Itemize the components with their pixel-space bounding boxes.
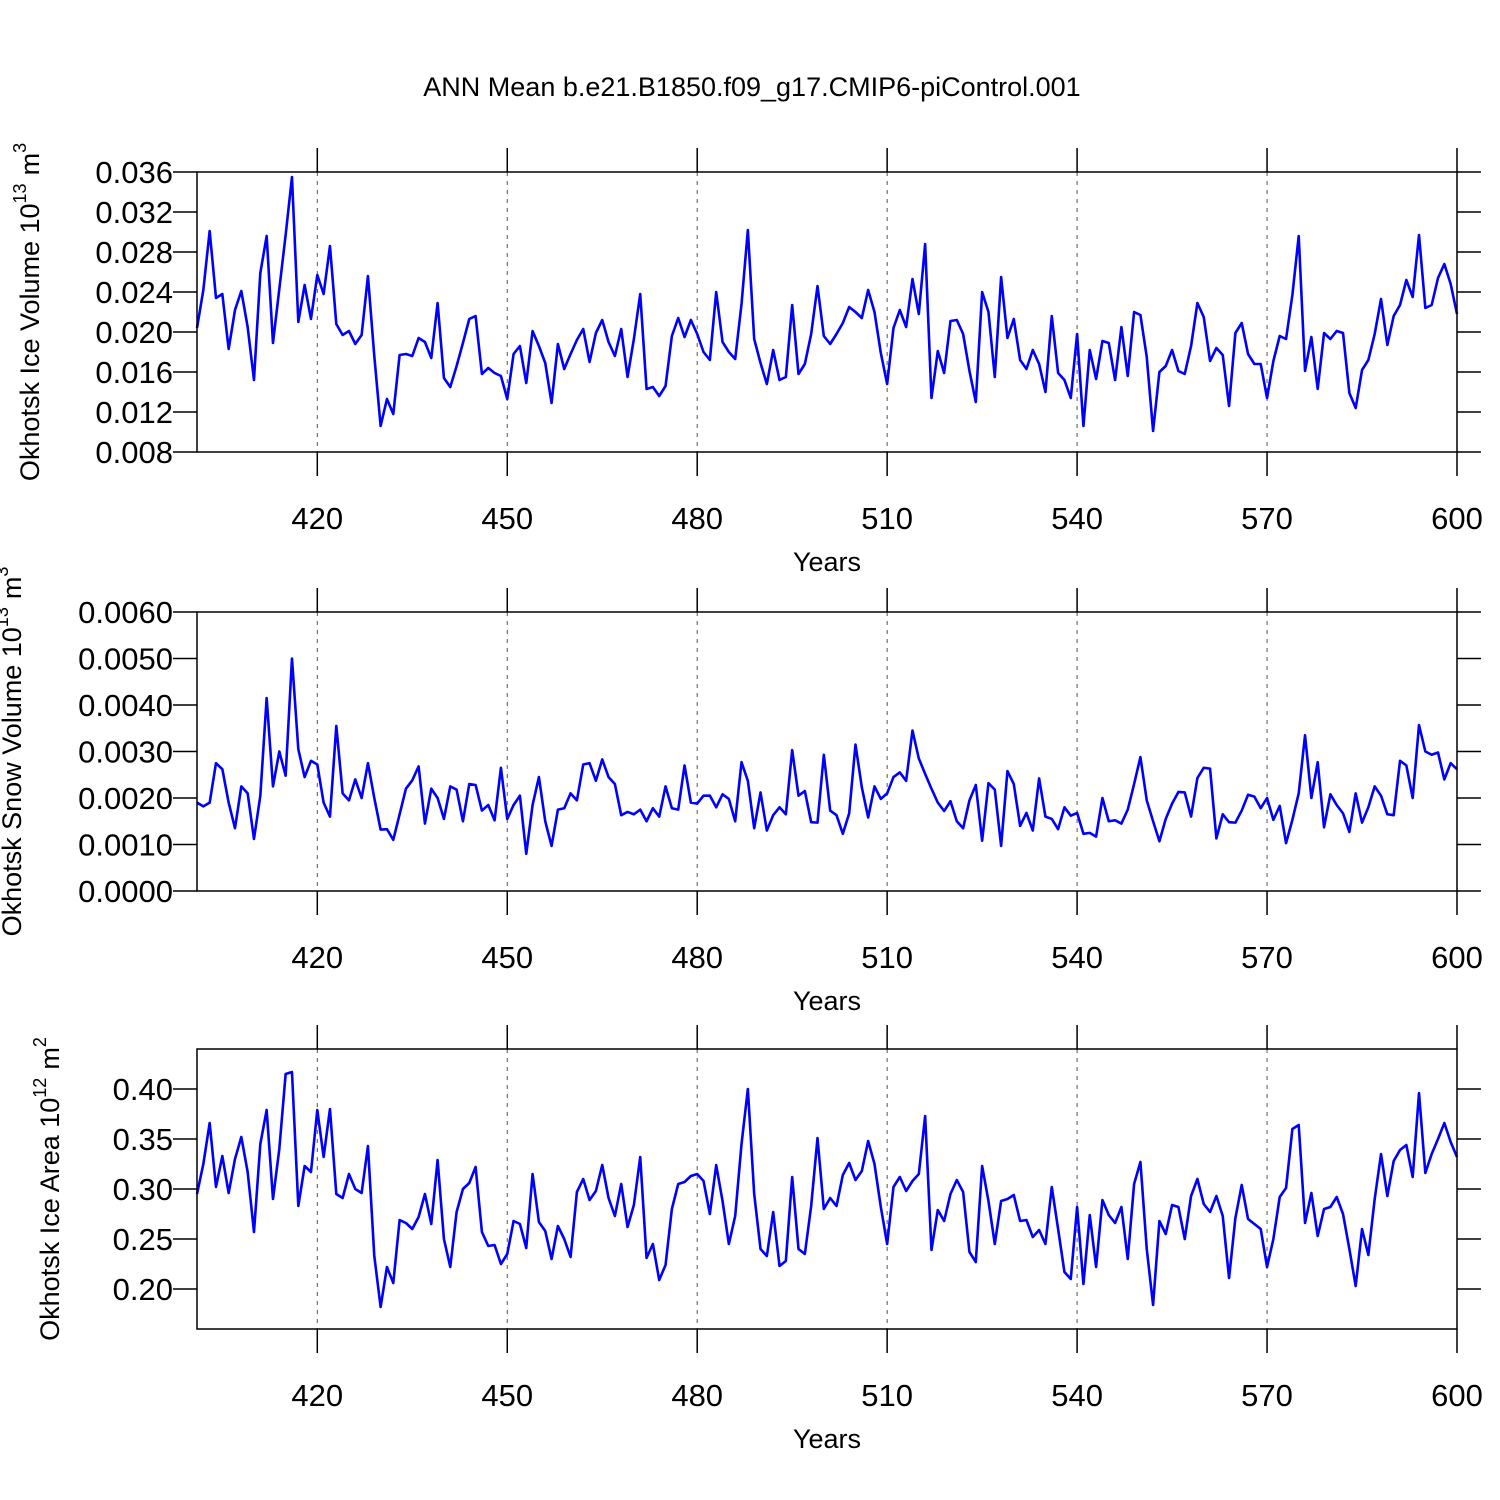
plot-frame	[196, 1048, 1458, 1330]
x-tick-label: 600	[1431, 501, 1483, 536]
y-tick-label: 0.032	[95, 195, 173, 230]
x-tick-label: 510	[861, 1378, 913, 1413]
y-axis-label-unit-exponent: 3	[10, 143, 30, 153]
y-axis-label-text: Okhotsk Snow Volume 10	[0, 627, 27, 936]
y-axis-label-unit: m	[15, 153, 45, 176]
plot-frame	[196, 171, 1458, 453]
x-tick-label: 480	[671, 501, 723, 536]
x-tick-label: 420	[291, 940, 343, 975]
y-axis-label: Okhotsk Ice Volume 1013 m3	[10, 143, 45, 481]
x-axis-label: Years	[793, 986, 861, 1016]
plot-frame	[196, 611, 1458, 892]
y-tick-label: 0.0010	[78, 828, 173, 863]
data-line	[195, 1070, 1459, 1309]
y-axis-label-exponent: 12	[30, 1078, 50, 1098]
y-tick-label: 0.036	[95, 155, 173, 190]
y-tick-label: 0.0050	[78, 642, 173, 677]
y-tick-label: 0.0020	[78, 781, 173, 816]
y-tick-label: 0.25	[113, 1222, 173, 1257]
x-tick-label: 480	[671, 940, 723, 975]
y-tick-label: 0.20	[113, 1272, 173, 1307]
y-tick-label: 0.0000	[78, 874, 173, 909]
y-axis-label: Okhotsk Ice Area 1012 m2	[30, 1037, 65, 1341]
y-tick-label: 0.30	[113, 1172, 173, 1207]
x-tick-label: 510	[861, 501, 913, 536]
y-axis-label-unit: m	[35, 1047, 65, 1070]
y-tick-label: 0.020	[95, 315, 173, 350]
figure-title: ANN Mean b.e21.B1850.f09_g17.CMIP6-piCon…	[423, 72, 1080, 102]
x-axis-label: Years	[793, 1424, 861, 1454]
x-tick-label: 450	[481, 501, 533, 536]
y-axis-label-unit-exponent: 2	[30, 1037, 50, 1047]
data-line	[196, 657, 1458, 856]
y-axis-label: Okhotsk Snow Volume 1013 m3	[0, 567, 27, 937]
x-tick-label: 420	[291, 1378, 343, 1413]
data-line	[195, 175, 1459, 433]
panel: 420 450 480 510 540 570 600 0.20 0.25 0.30 0.35 0.4…	[30, 1025, 1483, 1454]
x-tick-label: 480	[671, 1378, 723, 1413]
panel: 420 450 480 510 540 570 600 0.008 0.012 0.016 0.02…	[10, 143, 1483, 577]
y-axis-label-exponent: 13	[10, 183, 30, 203]
y-tick-label: 0.016	[95, 355, 173, 390]
x-tick-label: 570	[1241, 501, 1293, 536]
x-axis-label: Years	[793, 547, 861, 577]
panel: 420 450 480 510 540 570 600 0.0000 0.0010 0.0020 0…	[0, 567, 1483, 1016]
y-tick-label: 0.0040	[78, 688, 173, 723]
x-tick-label: 540	[1051, 940, 1103, 975]
x-tick-label: 450	[481, 1378, 533, 1413]
x-tick-label: 600	[1431, 940, 1483, 975]
y-tick-label: 0.024	[95, 275, 173, 310]
y-axis-label-text: Okhotsk Ice Area 10	[35, 1098, 65, 1341]
y-tick-label: 0.012	[95, 395, 173, 430]
y-axis-label-unit: m	[0, 577, 27, 600]
x-tick-label: 510	[861, 940, 913, 975]
x-tick-label: 540	[1051, 1378, 1103, 1413]
x-tick-label: 450	[481, 940, 533, 975]
x-tick-label: 600	[1431, 1378, 1483, 1413]
y-tick-label: 0.0030	[78, 735, 173, 770]
y-tick-label: 0.40	[113, 1072, 173, 1107]
y-tick-label: 0.008	[95, 435, 173, 470]
x-tick-label: 570	[1241, 940, 1293, 975]
y-tick-label: 0.35	[113, 1122, 173, 1157]
y-axis-label-text: Okhotsk Ice Volume 10	[15, 203, 45, 481]
y-tick-label: 0.028	[95, 235, 173, 270]
y-axis-label-unit-exponent: 3	[0, 567, 12, 577]
y-tick-label: 0.0060	[78, 595, 173, 630]
x-tick-label: 540	[1051, 501, 1103, 536]
x-tick-label: 420	[291, 501, 343, 536]
y-axis-label-exponent: 13	[0, 607, 12, 627]
x-tick-label: 570	[1241, 1378, 1293, 1413]
